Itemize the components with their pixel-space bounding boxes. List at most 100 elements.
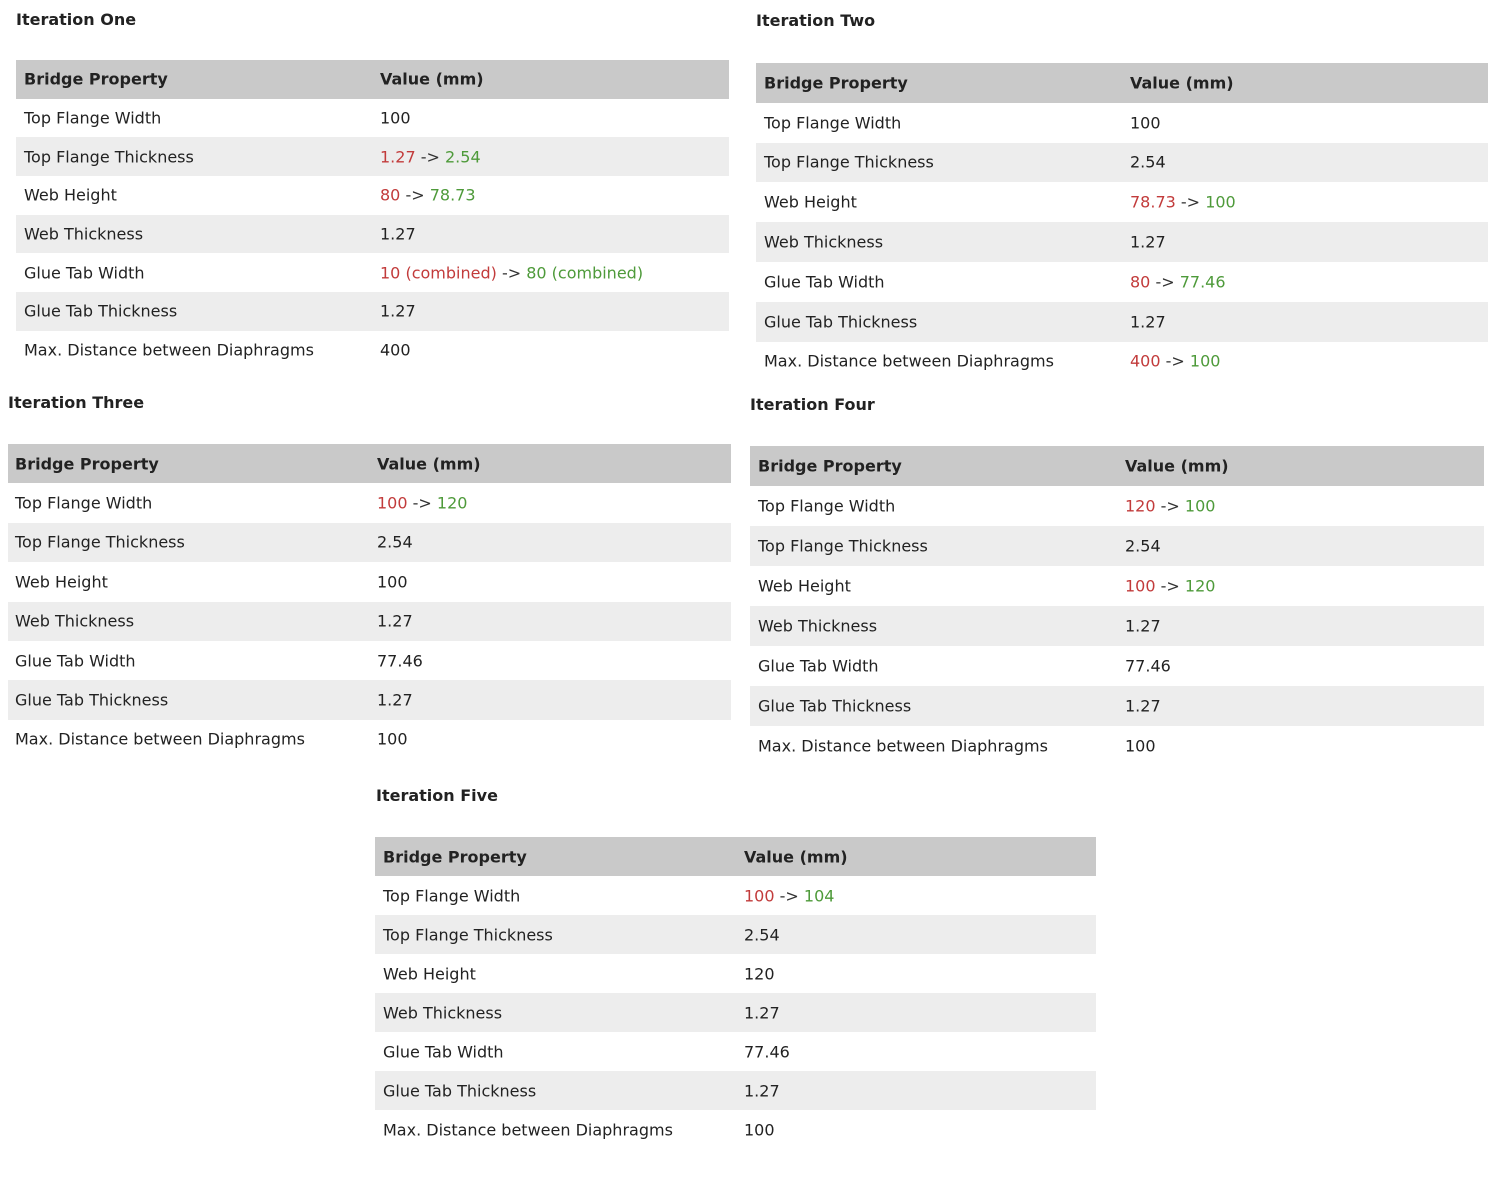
property-cell: Glue Tab Width [758, 656, 879, 676]
table-row: Glue Tab Width 77.46 [375, 1032, 1096, 1071]
property-cell: Glue Tab Thickness [764, 312, 918, 332]
table-row: Glue Tab Width 80 -> 77.46 [756, 262, 1488, 302]
table-row: Top Flange Thickness 2.54 [750, 526, 1484, 566]
property-cell: Max. Distance between Diaphragms [383, 1120, 673, 1139]
header-row: Bridge Property Value (mm) [16, 60, 729, 99]
value-cell: 77.46 [744, 1042, 790, 1061]
table-title: Iteration Three [8, 393, 145, 412]
table: Bridge Property Value (mm) Top Flange Widt… [16, 60, 729, 370]
table-row: Web Height 100 [8, 562, 731, 601]
value-cell: 77.46 [1125, 656, 1171, 676]
table-row: Max. Distance between Diaphragms 400 -> 1… [756, 342, 1488, 382]
value-cell: 1.27 [744, 1081, 780, 1100]
arrow-value: -> [1160, 496, 1180, 516]
table-row: Glue Tab Thickness 1.27 [756, 301, 1488, 342]
value-cell: 2.54 [377, 532, 413, 552]
table-row: Max. Distance between Diaphragms 100 [375, 1110, 1096, 1149]
value-cell: 1.27 [377, 690, 413, 710]
value-cell: 80 -> 77.46 [1130, 272, 1226, 291]
table-row: Glue Tab Width 10 (combined) -> 80 (combi… [16, 253, 729, 292]
property-cell: Glue Tab Thickness [383, 1081, 537, 1100]
table-row: Web Thickness 1.27 [756, 222, 1488, 262]
header-cell: Bridge Property [758, 456, 902, 476]
property-cell: Top Flange Thickness [15, 532, 185, 552]
property-cell: Max. Distance between Diaphragms [764, 351, 1054, 371]
property-cell: Glue Tab Thickness [15, 690, 169, 710]
header-row: Bridge Property Value (mm) [750, 446, 1484, 486]
property-cell: Web Height [24, 185, 117, 205]
value-cell: 1.27 [1125, 696, 1161, 716]
header-cell: Value (mm) [1130, 73, 1234, 93]
property-cell: Web Thickness [15, 611, 135, 631]
header-cell: Value (mm) [1125, 456, 1229, 476]
property-cell: Glue Tab Thickness [758, 696, 912, 716]
arrow-value: -> [501, 263, 522, 283]
value-cell: 100 [1125, 736, 1156, 756]
property-cell: Glue Tab Width [383, 1042, 504, 1061]
new-value: 77.46 [1179, 272, 1226, 292]
table-row: Top Flange Width 100 -> 120 [8, 483, 731, 522]
table-row: Top Flange Thickness 2.54 [375, 915, 1096, 954]
table-row: Max. Distance between Diaphragms 100 [8, 720, 731, 759]
property-cell: Top Flange Thickness [383, 925, 553, 944]
property-cell: Web Height [15, 572, 108, 592]
table-row: Glue Tab Thickness 1.27 [16, 292, 729, 331]
table-row: Glue Tab Width 77.46 [750, 646, 1484, 686]
table-row: Glue Tab Thickness 1.27 [750, 686, 1484, 726]
header-cell: Value (mm) [744, 847, 848, 866]
old-value: 78.73 [1130, 192, 1176, 212]
old-value: 10 (combined) [380, 263, 497, 283]
value-cell: 80 -> 78.73 [380, 186, 476, 205]
table: Bridge Property Value (mm) Top Flange Widt… [8, 444, 731, 759]
new-value: 120 [1184, 576, 1216, 596]
property-cell: Web Height [758, 576, 851, 596]
table-row: Glue Tab Thickness 1.27 [375, 1071, 1096, 1110]
old-value: 80 [380, 185, 401, 205]
new-value: 104 [803, 886, 835, 905]
table-row: Top Flange Thickness 2.54 [756, 142, 1488, 183]
value-cell: 400 -> 100 [1130, 352, 1220, 371]
new-value: 80 (combined) [526, 263, 644, 283]
table-row: Web Thickness 1.27 [750, 606, 1484, 646]
property-cell: Glue Tab Width [764, 272, 885, 292]
new-value: 2.54 [445, 147, 481, 167]
value-cell: 1.27 -> 2.54 [380, 147, 481, 166]
property-cell: Web Height [764, 192, 857, 212]
header-cell: Value (mm) [380, 69, 484, 89]
value-cell: 100 [380, 108, 411, 128]
old-value: 120 [1125, 496, 1156, 516]
property-cell: Top Flange Width [15, 493, 153, 513]
property-cell: Top Flange Width [758, 496, 896, 516]
value-cell: 100 [1130, 113, 1161, 133]
property-cell: Web Height [383, 964, 476, 983]
header-cell: Value (mm) [377, 454, 481, 474]
value-cell: 100 -> 104 [744, 886, 834, 905]
value-cell: 1.27 [380, 224, 416, 244]
property-cell: Top Flange Width [764, 113, 902, 133]
new-value: 120 [436, 493, 468, 513]
property-cell: Glue Tab Width [24, 263, 145, 283]
table-row: Web Height 100 -> 120 [750, 566, 1484, 606]
property-cell: Top Flange Width [383, 886, 521, 905]
property-cell: Web Thickness [758, 616, 878, 636]
arrow-value: -> [779, 886, 799, 905]
table-row: Top Flange Thickness 1.27 -> 2.54 [16, 137, 729, 177]
old-value: 100 [1125, 576, 1156, 596]
new-value: 100 [1184, 496, 1216, 516]
table-row: Web Thickness 1.27 [375, 993, 1096, 1032]
arrow-value: -> [1160, 576, 1180, 596]
old-value: 100 [744, 886, 775, 905]
property-cell: Top Flange Thickness [24, 147, 194, 167]
arrow-value: -> [1165, 351, 1185, 371]
arrow-value: -> [1155, 272, 1175, 292]
property-cell: Max. Distance between Diaphragms [758, 736, 1048, 756]
new-value: 100 [1205, 192, 1236, 212]
header-cell: Bridge Property [24, 69, 168, 89]
old-value: 400 [1130, 351, 1161, 371]
value-cell: 100 [377, 572, 408, 592]
arrow-value: -> [412, 493, 432, 513]
value-cell: 2.54 [1130, 152, 1166, 172]
property-cell: Max. Distance between Diaphragms [15, 729, 305, 749]
value-cell: 2.54 [1125, 536, 1161, 556]
table-row: Top Flange Width 100 [756, 103, 1488, 143]
